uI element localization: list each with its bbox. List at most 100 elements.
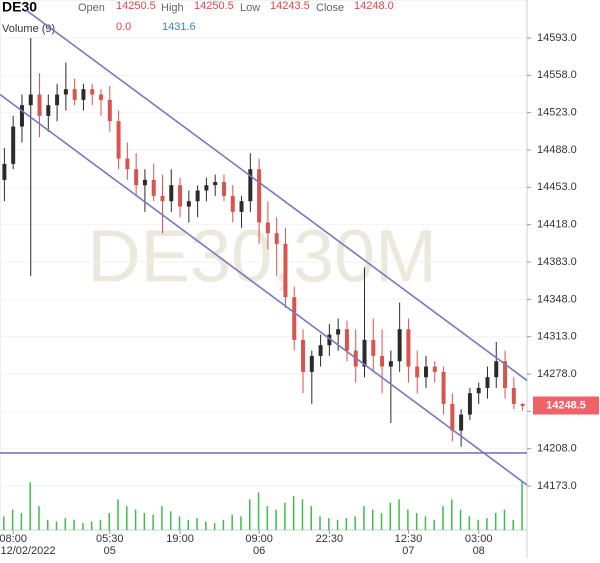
volume-bar [310,506,312,530]
volume-bar [301,499,304,530]
candle-body [467,393,472,415]
volume-bar [187,519,190,530]
candle-body [362,339,367,367]
x-date-label: 08 [473,545,485,557]
volume-bar [20,512,23,530]
x-tick-label: 19:00 [166,533,194,545]
volume-bar [108,512,110,530]
candle-body [301,339,306,372]
candle-body [134,169,139,186]
candle-body [213,182,218,186]
label: Volume (9) [2,23,55,35]
volume-bar [152,514,154,530]
candle-body [248,169,253,202]
candle-body [380,355,385,367]
candle-body [160,195,165,202]
value: 0.0 [116,21,131,33]
y-tick-label: 14488.0 [537,144,577,156]
x-tick-label: 08:00 [0,533,27,545]
candle-body [318,345,323,356]
candle-body [28,94,33,106]
volume-bar [477,519,479,530]
volume-bar [266,506,269,530]
plot-area [0,0,528,531]
trend-line [25,9,528,382]
candle-body [503,361,508,388]
volume-bar [468,516,471,530]
value: 14250.5 [194,0,234,12]
candle-body [169,185,174,202]
candle-body [274,233,279,244]
volume-bar [29,482,31,530]
volume-bar [371,509,374,530]
y-tick-label: 14313.0 [537,331,577,343]
candle-body [257,169,262,223]
label: High [161,2,184,14]
candle-body [99,94,104,100]
y-tick-label: 14278.0 [537,368,577,380]
y-tick-label: 14418.0 [537,219,577,231]
volume-bar [143,512,146,530]
volume-bar [126,506,128,530]
volume-bar [389,502,392,530]
volume-bar [407,509,409,530]
candle-body [239,201,244,212]
candle-body [327,334,332,346]
y-tick-label: 14593.0 [537,32,577,44]
value: 1431.6 [162,21,196,33]
candle-body [63,89,68,95]
candle-body [90,89,95,95]
candle-body [81,89,86,100]
value: 14243.5 [270,0,310,12]
volume-bar [3,516,5,530]
candle-body [397,329,402,362]
candle-body [55,94,60,106]
volume-bar [11,509,14,530]
volume-bar [319,516,321,530]
candle-body [450,403,455,431]
y-tick-label: 14383.0 [537,256,577,268]
x-date-label: 06 [253,545,265,557]
volume-bar [354,516,356,530]
volume-bar [161,506,163,530]
volume-bar [380,512,383,530]
volume-bar [433,519,435,530]
candle-body [423,366,428,378]
x-tick-label: 09:00 [245,533,273,545]
x-tick-label: 12:30 [395,533,423,545]
candle-body [19,105,24,127]
candle-body [230,195,235,212]
volume-bar [328,518,330,530]
candle-body [485,377,490,388]
symbol: DE30 [2,0,37,15]
candle-body [344,329,349,351]
volume-bar [205,521,207,530]
y-tick-label: 14348.0 [537,293,577,305]
volume-bar [363,506,365,530]
candle-body [406,329,411,367]
volume-bar [398,499,400,530]
y-tick-label: 14453.0 [537,181,577,193]
volume-bar [196,518,198,530]
price-tag-box [533,396,599,415]
trend-line [0,93,528,486]
volume-bar [512,519,515,530]
value: 14250.5 [116,0,156,12]
y-tick-label: 14558.0 [537,69,577,81]
volume-bar [73,519,75,530]
candle-body [292,297,297,340]
volume-bar [345,518,348,530]
candle-body [195,190,200,202]
volume-bar [424,516,427,530]
volume-bar [99,519,102,530]
volume-bar [38,506,40,530]
volume-bar [231,514,233,530]
candle-body [520,403,525,407]
candle-body [37,94,42,116]
candle-body [371,339,376,356]
label: Close [316,2,344,14]
label: Low [240,2,260,14]
volume-bar [169,511,172,530]
volume-bar [486,518,488,530]
